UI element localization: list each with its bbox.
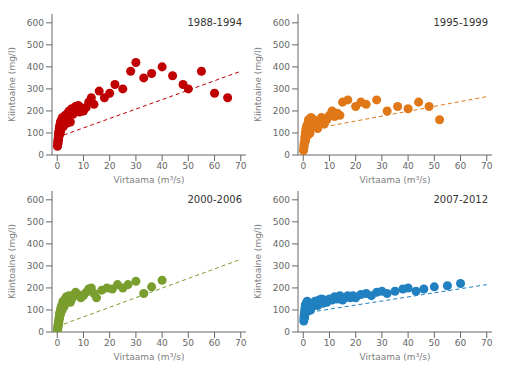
svg-text:20: 20 bbox=[104, 338, 116, 348]
svg-text:70: 70 bbox=[481, 338, 493, 348]
svg-text:30: 30 bbox=[376, 161, 388, 171]
svg-text:40: 40 bbox=[402, 161, 414, 171]
html-text:2000-2006: 2000-2006 bbox=[187, 194, 242, 205]
svg-text:Kiintoaine (mg/l): Kiintoaine (mg/l) bbox=[8, 224, 17, 299]
svg-text:0: 0 bbox=[54, 161, 60, 171]
svg-text:0: 0 bbox=[284, 327, 290, 337]
svg-text:70: 70 bbox=[235, 161, 247, 171]
svg-text:600: 600 bbox=[273, 195, 290, 205]
svg-text:300: 300 bbox=[273, 261, 290, 271]
svg-text:10: 10 bbox=[324, 161, 336, 171]
svg-text:0: 0 bbox=[38, 150, 44, 160]
svg-text:50: 50 bbox=[183, 161, 195, 171]
svg-text:400: 400 bbox=[27, 239, 44, 249]
svg-text:40: 40 bbox=[402, 338, 414, 348]
svg-text:10: 10 bbox=[78, 338, 90, 348]
svg-text:40: 40 bbox=[156, 338, 168, 348]
svg-text:60: 60 bbox=[209, 338, 221, 348]
svg-text:200: 200 bbox=[27, 106, 44, 116]
svg-text:0: 0 bbox=[300, 161, 306, 171]
html-text:1988-1994: 1988-1994 bbox=[187, 17, 242, 28]
svg-text:300: 300 bbox=[27, 84, 44, 94]
svg-text:0: 0 bbox=[300, 338, 306, 348]
svg-text:400: 400 bbox=[27, 62, 44, 72]
svg-text:300: 300 bbox=[273, 84, 290, 94]
svg-text:500: 500 bbox=[27, 40, 44, 50]
svg-text:60: 60 bbox=[455, 161, 467, 171]
html-text:1995-1999: 1995-1999 bbox=[433, 17, 488, 28]
svg-text:Virtaama (m³/s): Virtaama (m³/s) bbox=[114, 352, 185, 362]
svg-text:400: 400 bbox=[273, 239, 290, 249]
svg-text:0: 0 bbox=[38, 327, 44, 337]
html-text:2007-2012: 2007-2012 bbox=[433, 194, 488, 205]
svg-text:200: 200 bbox=[273, 283, 290, 293]
svg-text:60: 60 bbox=[209, 161, 221, 171]
svg-text:400: 400 bbox=[273, 62, 290, 72]
svg-text:Virtaama (m³/s): Virtaama (m³/s) bbox=[114, 175, 185, 185]
svg-text:100: 100 bbox=[27, 305, 44, 315]
svg-text:50: 50 bbox=[183, 338, 195, 348]
svg-text:Virtaama (m³/s): Virtaama (m³/s) bbox=[360, 175, 431, 185]
svg-text:0: 0 bbox=[284, 150, 290, 160]
svg-text:500: 500 bbox=[27, 217, 44, 227]
svg-text:600: 600 bbox=[27, 195, 44, 205]
svg-text:20: 20 bbox=[104, 161, 116, 171]
svg-text:30: 30 bbox=[376, 338, 388, 348]
svg-text:10: 10 bbox=[324, 338, 336, 348]
svg-text:0: 0 bbox=[54, 338, 60, 348]
svg-text:500: 500 bbox=[273, 40, 290, 50]
svg-text:600: 600 bbox=[27, 18, 44, 28]
svg-text:100: 100 bbox=[273, 305, 290, 315]
svg-text:20: 20 bbox=[350, 338, 362, 348]
svg-text:20: 20 bbox=[350, 161, 362, 171]
svg-text:300: 300 bbox=[27, 261, 44, 271]
svg-text:Kiintoaine (mg/l): Kiintoaine (mg/l) bbox=[254, 224, 263, 299]
svg-text:70: 70 bbox=[235, 338, 247, 348]
svg-text:Virtaama (m³/s): Virtaama (m³/s) bbox=[360, 352, 431, 362]
svg-text:60: 60 bbox=[455, 338, 467, 348]
svg-text:Kiintoaine (mg/l): Kiintoaine (mg/l) bbox=[8, 47, 17, 122]
svg-text:70: 70 bbox=[481, 161, 493, 171]
svg-text:50: 50 bbox=[429, 338, 441, 348]
svg-text:200: 200 bbox=[27, 283, 44, 293]
svg-text:30: 30 bbox=[130, 161, 142, 171]
svg-text:10: 10 bbox=[78, 161, 90, 171]
svg-text:100: 100 bbox=[27, 128, 44, 138]
svg-text:200: 200 bbox=[273, 106, 290, 116]
svg-text:500: 500 bbox=[273, 217, 290, 227]
svg-text:600: 600 bbox=[273, 18, 290, 28]
svg-text:30: 30 bbox=[130, 338, 142, 348]
svg-text:40: 40 bbox=[156, 161, 168, 171]
svg-text:50: 50 bbox=[429, 161, 441, 171]
svg-text:Kiintoaine (mg/l): Kiintoaine (mg/l) bbox=[254, 47, 263, 122]
svg-text:100: 100 bbox=[273, 128, 290, 138]
